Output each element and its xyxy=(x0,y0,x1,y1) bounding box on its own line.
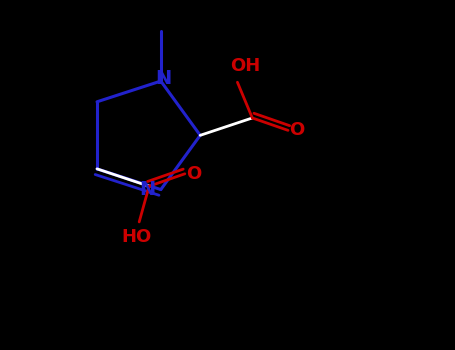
Text: O: O xyxy=(186,165,202,183)
Text: N: N xyxy=(155,69,172,88)
Text: OH: OH xyxy=(230,57,260,75)
Text: HO: HO xyxy=(121,228,152,246)
Text: O: O xyxy=(289,121,304,139)
Text: N: N xyxy=(140,180,156,199)
